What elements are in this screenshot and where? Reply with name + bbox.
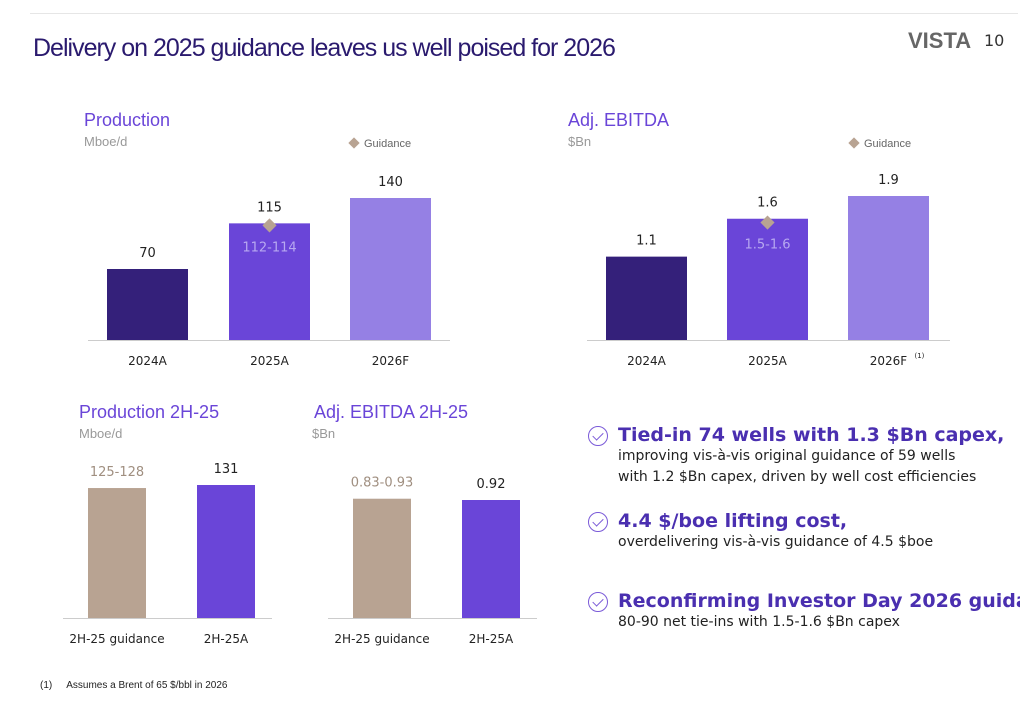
bullet-heading: 4.4 $/boe lifting cost, — [618, 510, 848, 532]
ebitda-chart-title: Adj. EBITDA — [568, 110, 670, 130]
guidance-label: 1.5-1.6 — [744, 238, 790, 253]
bullet-lifting-cost: 4.4 $/boe lifting cost, overdelivering v… — [588, 510, 1018, 553]
x-tick-label: 2024A — [128, 354, 168, 368]
bar-2024a — [606, 256, 687, 340]
bullet-body: improving vis-à-vis original guidance of… — [618, 448, 977, 485]
data-label: 115 — [257, 200, 282, 215]
check-circle-icon — [588, 426, 608, 446]
bullet-wells: Tied-in 74 wells with 1.3 $Bn capex, imp… — [588, 424, 1018, 488]
bullet-heading: Reconfirming Investor Day 2026 guidance — [618, 590, 1020, 612]
check-circle-icon — [588, 592, 608, 612]
bar-2h-25-guidance — [353, 498, 411, 618]
page-title: Delivery on 2025 guidance leaves us well… — [33, 34, 616, 62]
production-chart-unit: Mboe/d — [84, 134, 128, 149]
footnote-text: Assumes a Brent of 65 $/bbl in 2026 — [66, 680, 228, 691]
x-tick-label: 2H-25A — [204, 632, 249, 646]
production-legend: Guidance — [348, 137, 412, 150]
legend-label: Guidance — [364, 138, 412, 150]
guidance-marker — [262, 218, 277, 233]
data-label: 0.83-0.93 — [351, 476, 414, 491]
bullet-guidance-2026: Reconfirming Investor Day 2026 guidance … — [588, 590, 1020, 633]
bar-2025a — [727, 218, 808, 340]
x-tick-label: 2H-25A — [469, 632, 514, 646]
x-tick-label: 2H-25 guidance — [334, 632, 429, 646]
data-label: 1.9 — [878, 173, 899, 188]
data-label: 125-128 — [90, 465, 144, 480]
x-tick-label: 2025A — [748, 354, 788, 368]
bar-2025a — [229, 223, 310, 340]
legend-label: Guidance — [864, 138, 912, 150]
x-tick-label: 2H-25 guidance — [69, 632, 164, 646]
production-chart-title: Production — [84, 110, 171, 130]
footnote-marker: (1) — [40, 680, 53, 691]
bar-2h-25a — [197, 485, 255, 618]
guidance-marker — [760, 215, 775, 230]
x-tick-label: 2025A — [250, 354, 290, 368]
ebitda-chart-unit: $Bn — [568, 134, 592, 149]
data-label: 70 — [139, 246, 156, 261]
bullet-heading: Tied-in 74 wells with 1.3 $Bn capex, — [618, 424, 1005, 446]
bar-2024a — [107, 269, 188, 340]
x-tick-label: 2024A — [627, 354, 667, 368]
data-label: 131 — [214, 462, 239, 477]
footnote: (1) Assumes a Brent of 65 $/bbl in 2026 — [40, 680, 241, 691]
x-tick-label: 2026F — [870, 354, 908, 368]
data-label: 1.1 — [636, 234, 657, 249]
ebitda-2h-chart-title: Adj. EBITDA 2H-25 — [314, 402, 469, 422]
guidance-label: 112-114 — [242, 240, 296, 255]
bar-2026f — [848, 196, 929, 340]
production-2h-chart-title: Production 2H-25 — [79, 402, 220, 422]
top-divider — [30, 13, 1018, 14]
data-label: 0.92 — [477, 477, 506, 492]
vista-logo: VISTA — [908, 28, 972, 53]
check-circle-icon — [588, 512, 608, 532]
x-tick-label: 2026F — [372, 354, 410, 368]
bar-2h-25a — [462, 500, 520, 618]
production-2h-chart-unit: Mboe/d — [79, 426, 123, 441]
bar-2h-25-guidance — [88, 488, 146, 618]
page-number: 10 — [984, 31, 1005, 50]
bullet-body: 80-90 net tie-ins with 1.5-1.6 $Bn capex — [618, 614, 900, 630]
data-label: 1.6 — [757, 196, 778, 211]
ebitda-2h-chart-unit: $Bn — [312, 426, 336, 441]
bullet-body: overdelivering vis-à-vis guidance of 4.5… — [618, 534, 934, 550]
data-label: 140 — [378, 175, 403, 190]
ebitda-legend: Guidance — [848, 137, 912, 150]
bar-2026f — [350, 198, 431, 340]
tick-footnote: (1) — [915, 352, 925, 360]
